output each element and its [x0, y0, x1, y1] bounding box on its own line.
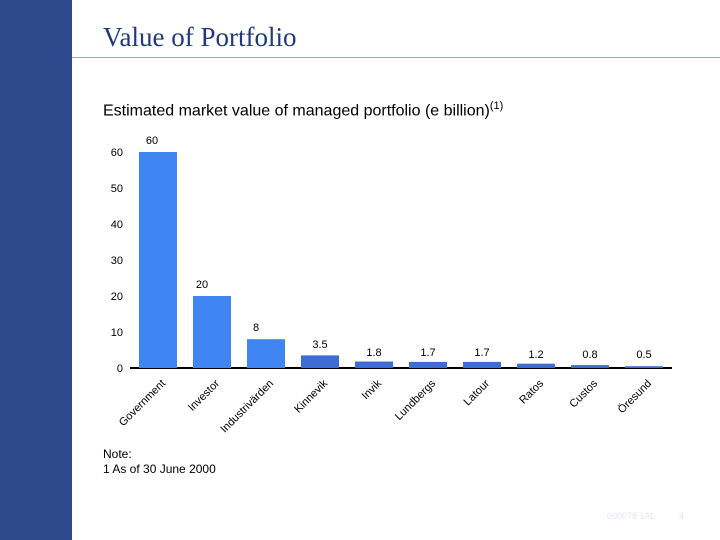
note-heading: Note: — [103, 447, 132, 461]
x-tick-label: Custos — [567, 377, 600, 410]
bar-latour — [463, 361, 501, 368]
y-tick-label: 20 — [111, 291, 123, 303]
subtitle-text: Estimated market value of managed portfo… — [103, 102, 490, 120]
bar-investor — [193, 296, 231, 368]
footnote: Note: 1 As of 30 June 2000 — [103, 447, 216, 477]
x-tick-label: Ratos — [517, 377, 546, 406]
y-tick-label: 40 — [111, 219, 123, 231]
data-label: 3.5 — [312, 339, 327, 351]
x-tick-label: Öresund — [616, 378, 654, 416]
bar-kinnevik — [301, 355, 339, 368]
data-label: 1.7 — [420, 347, 435, 359]
bar-industrivärden — [247, 339, 285, 368]
page-title: Value of Portfolio — [103, 22, 297, 52]
bar-öresund — [625, 366, 663, 368]
note-line: 1 As of 30 June 2000 — [103, 462, 216, 476]
y-tick-label: 50 — [111, 183, 123, 195]
y-tick-label: 10 — [111, 327, 123, 339]
footer-code: 000078 1AL — [607, 511, 656, 521]
y-tick-label: 60 — [111, 147, 123, 159]
data-label: 8 — [253, 322, 259, 334]
x-tick-label: Latour — [462, 377, 493, 408]
bar-government — [139, 152, 177, 368]
data-label: 20 — [196, 279, 208, 291]
chart-subtitle: Estimated market value of managed portfo… — [103, 100, 503, 120]
data-label: 60 — [146, 135, 158, 147]
data-label: 0.5 — [636, 349, 651, 361]
sidebar-band — [0, 0, 72, 540]
y-tick-label: 30 — [111, 255, 123, 267]
bar-ratos — [517, 363, 555, 368]
x-tick-label: Government — [117, 378, 168, 429]
bar-lundbergs — [409, 361, 447, 368]
data-label: 1.8 — [366, 347, 381, 359]
x-tick-label: Investor — [186, 377, 222, 413]
page-number: 4 — [679, 511, 685, 521]
x-tick-label: Lundbergs — [393, 377, 439, 423]
y-tick-label: 0 — [117, 363, 123, 375]
title-divider — [72, 57, 720, 58]
bar-custos — [571, 365, 609, 368]
data-label: 1.2 — [528, 349, 543, 361]
data-label: 1.7 — [474, 347, 489, 359]
subtitle-footnote: (1) — [489, 100, 504, 112]
x-tick-label: Industrivärden — [218, 378, 276, 436]
data-label: 0.8 — [582, 349, 597, 361]
bar-invik — [355, 361, 393, 368]
x-tick-label: Invik — [360, 377, 385, 402]
x-tick-label: Kinnevik — [292, 377, 330, 415]
